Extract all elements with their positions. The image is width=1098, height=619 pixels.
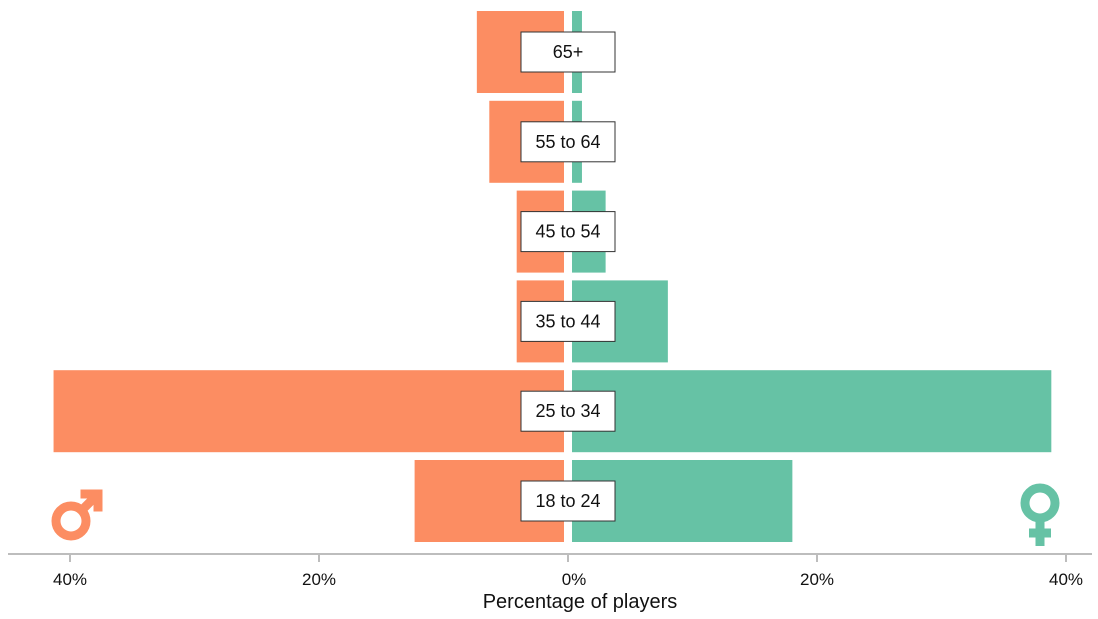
female-bar-4 [572, 370, 1052, 453]
x-tick-label-2: 0% [562, 570, 587, 589]
x-tick-label-3: 20% [800, 570, 834, 589]
category-label-box-1 [520, 121, 616, 163]
category-label-box-5 [520, 480, 616, 522]
category-labels: 65+ 55 to 64 45 to 54 35 to 44 25 to 34 18 to… [520, 31, 616, 522]
male-bars [53, 11, 565, 542]
female-symbol-icon [1020, 483, 1060, 546]
category-label-5: 18 to 24 [535, 491, 600, 511]
category-label-1: 55 to 64 [535, 132, 600, 152]
category-label-0: 65+ [553, 42, 584, 62]
male-bar-4 [53, 370, 565, 453]
category-label-box-3 [520, 300, 616, 342]
category-label-3: 35 to 44 [535, 311, 600, 331]
category-label-box-4 [520, 390, 616, 432]
male-symbol-icon [51, 489, 103, 541]
category-label-box-2 [520, 211, 616, 253]
x-axis-label: Percentage of players [483, 591, 678, 613]
category-label-2: 45 to 54 [535, 222, 600, 242]
x-tick-label-1: 20% [302, 570, 336, 589]
x-tick-label-4: 40% [1049, 570, 1083, 589]
category-label-4: 25 to 34 [535, 401, 600, 421]
female-bars [572, 11, 1052, 542]
x-axis-ticks: 40% 20% 0% 20% 40% [53, 554, 1083, 589]
category-label-box-0 [520, 31, 616, 73]
x-tick-label-0: 40% [53, 570, 87, 589]
